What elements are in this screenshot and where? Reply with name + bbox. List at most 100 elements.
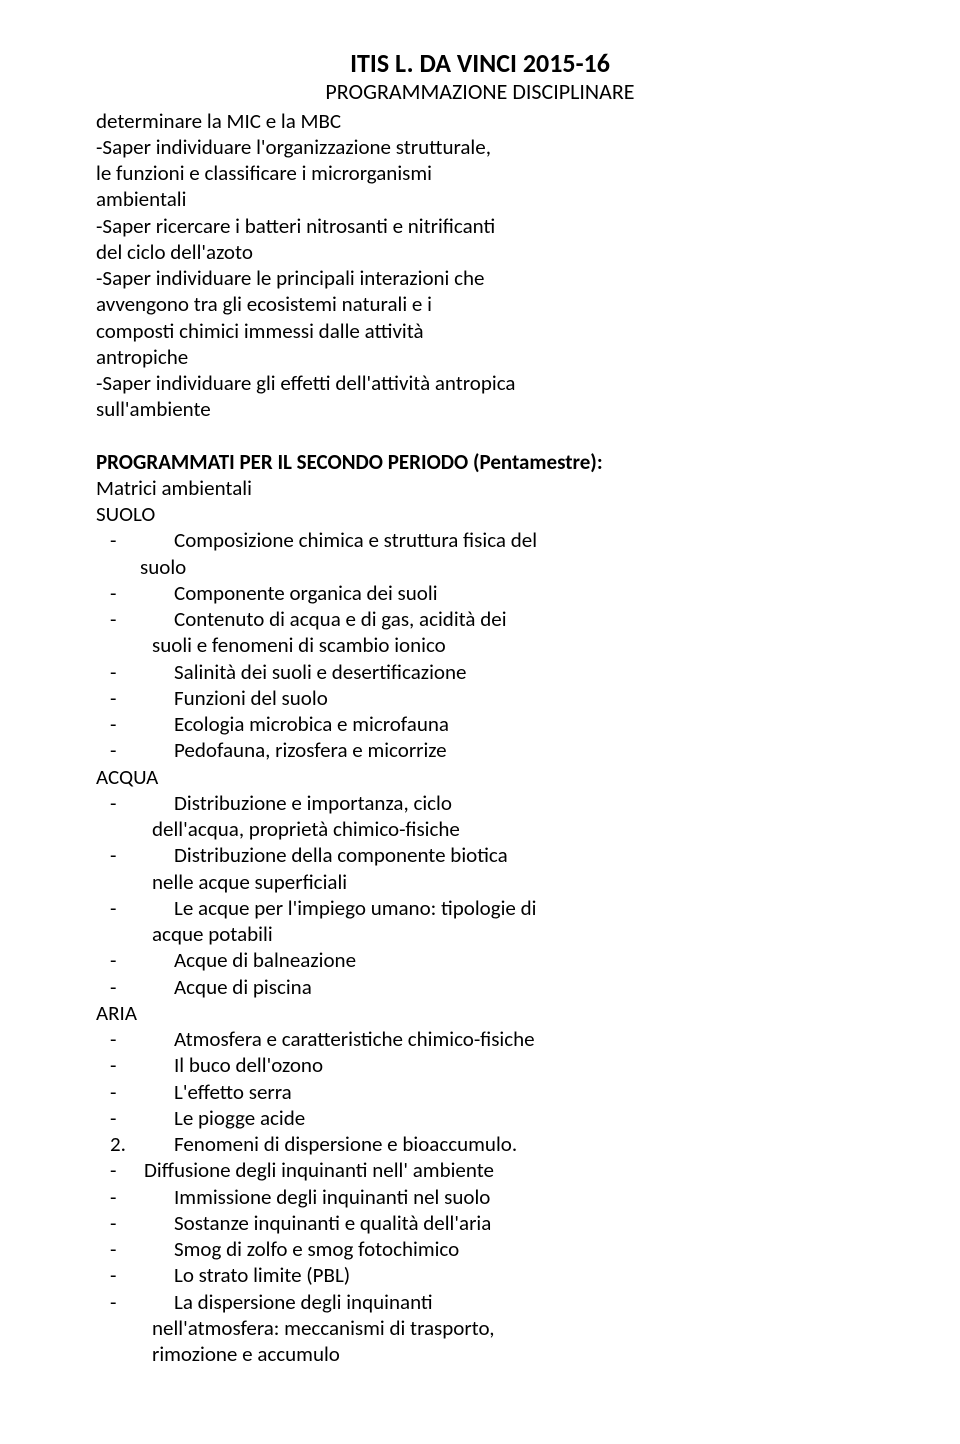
bullet: - [96,1184,174,1210]
list-text: Pedofauna, rizosfera e micorrize [174,737,864,763]
intro-line: del ciclo dell'azoto [96,239,864,265]
aria-label: ARIA [96,1000,864,1026]
list-item: - Sostanze inquinanti e qualità dell'ari… [96,1210,864,1236]
intro-line: -Saper ricercare i batteri nitrosanti e … [96,213,864,239]
final-list: - Diffusione degli inquinanti nell' ambi… [96,1157,864,1367]
bullet: - [96,895,174,921]
section-heading: PROGRAMMATI PER IL SECONDO PERIODO (Pent… [96,449,864,475]
list-item: - Atmosfera e caratteristiche chimico-fi… [96,1026,864,1052]
list-item: - Le acque per l'impiego umano: tipologi… [96,895,864,921]
intro-line: sull'ambiente [96,396,864,422]
page-subtitle: PROGRAMMAZIONE DISCIPLINARE [96,79,864,105]
suolo-label: SUOLO [96,501,864,527]
subsection-label: Matrici ambientali [96,475,864,501]
bullet: - [96,1157,144,1183]
aria-list: - Atmosfera e caratteristiche chimico-fi… [96,1026,864,1131]
bullet: - [96,1236,174,1262]
bullet: - [96,527,174,553]
intro-line: -Saper individuare gli effetti dell'atti… [96,370,864,396]
bullet: - [96,974,174,1000]
list-text: Componente organica dei suoli [174,580,864,606]
intro-line: -Saper individuare l'organizzazione stru… [96,134,864,160]
intro-line: le funzioni e classificare i microrganis… [96,160,864,186]
list-text: Acque di balneazione [174,947,864,973]
list-text: La dispersione degli inquinanti [174,1289,864,1315]
list-item: - Acque di piscina [96,974,864,1000]
bullet: - [96,1105,174,1131]
list-text: Smog di zolfo e smog fotochimico [174,1236,864,1262]
page-title: ITIS L. DA VINCI 2015-16 [96,48,864,79]
list-item: - Pedofauna, rizosfera e micorrize [96,737,864,763]
bullet: - [96,711,174,737]
list-text: Distribuzione e importanza, ciclo [174,790,864,816]
intro-block: determinare la MIC e la MBC -Saper indiv… [96,108,864,423]
bullet: - [96,1210,174,1236]
bullet: - [96,790,174,816]
list-item: - Ecologia microbica e microfauna [96,711,864,737]
list-cont: nell'atmosfera: meccanismi di trasporto, [96,1315,864,1341]
list-text: Immissione degli inquinanti nel suolo [174,1184,864,1210]
list-item: - Diffusione degli inquinanti nell' ambi… [96,1157,864,1183]
list-text: Funzioni del suolo [174,685,864,711]
acqua-label: ACQUA [96,764,864,790]
bullet: - [96,842,174,868]
list-cont: nelle acque superficiali [96,869,864,895]
bullet: - [96,1052,174,1078]
list-item: - Contenuto di acqua e di gas, acidità d… [96,606,864,632]
intro-line: composti chimici immessi dalle attività [96,318,864,344]
list-text: Atmosfera e caratteristiche chimico-fisi… [174,1026,864,1052]
spacer [96,423,864,449]
list-item: - Il buco dell'ozono [96,1052,864,1078]
list-cont: acque potabili [96,921,864,947]
list-text: L'effetto serra [174,1079,864,1105]
list-item: - La dispersione degli inquinanti [96,1289,864,1315]
list-item: - Distribuzione della componente biotica [96,842,864,868]
bullet: - [96,1026,174,1052]
list-text: Il buco dell'ozono [174,1052,864,1078]
list-text: Ecologia microbica e microfauna [174,711,864,737]
list-item: - Composizione chimica e struttura fisic… [96,527,864,553]
list-item: - Componente organica dei suoli [96,580,864,606]
intro-line: antropiche [96,344,864,370]
list-text: Fenomeni di dispersione e bioaccumulo. [174,1131,864,1157]
list-text: Le piogge acide [174,1105,864,1131]
list-item: - Salinità dei suoli e desertificazione [96,659,864,685]
list-text: Acque di piscina [174,974,864,1000]
bullet: - [96,737,174,763]
list-item: - Le piogge acide [96,1105,864,1131]
list-item: - Immissione degli inquinanti nel suolo [96,1184,864,1210]
list-text: Composizione chimica e struttura fisica … [174,527,864,553]
bullet: - [96,606,174,632]
bullet: - [96,1262,174,1288]
list-text: Le acque per l'impiego umano: tipologie … [174,895,864,921]
bullet: - [96,685,174,711]
list-text: Salinità dei suoli e desertificazione [174,659,864,685]
intro-line: -Saper individuare le principali interaz… [96,265,864,291]
list-cont: dell'acqua, proprietà chimico-fisiche [96,816,864,842]
list-text: Contenuto di acqua e di gas, acidità dei [174,606,864,632]
suolo-list: - Composizione chimica e struttura fisic… [96,527,864,763]
list-text: Lo strato limite (PBL) [174,1262,864,1288]
list-text: Sostanze inquinanti e qualità dell'aria [174,1210,864,1236]
list-item: - Lo strato limite (PBL) [96,1262,864,1288]
list-item: - Acque di balneazione [96,947,864,973]
bullet: - [96,659,174,685]
bullet: - [96,1289,174,1315]
intro-line: avvengono tra gli ecosistemi naturali e … [96,291,864,317]
list-cont: rimozione e accumulo [96,1341,864,1367]
intro-line: determinare la MIC e la MBC [96,108,864,134]
list-cont: suoli e fenomeni di scambio ionico [96,632,864,658]
bullet: - [96,580,174,606]
number-bullet: 2. [96,1131,174,1157]
list-text: Distribuzione della componente biotica [174,842,864,868]
intro-line: ambientali [96,186,864,212]
numbered-item: 2. Fenomeni di dispersione e bioaccumulo… [96,1131,864,1157]
acqua-list: - Distribuzione e importanza, ciclo dell… [96,790,864,1000]
document-page: ITIS L. DA VINCI 2015-16 PROGRAMMAZIONE … [0,0,960,1444]
bullet: - [96,947,174,973]
list-item: - Funzioni del suolo [96,685,864,711]
list-item: - Smog di zolfo e smog fotochimico [96,1236,864,1262]
list-item: - L'effetto serra [96,1079,864,1105]
list-text: Diffusione degli inquinanti nell' ambien… [144,1157,864,1183]
bullet: - [96,1079,174,1105]
